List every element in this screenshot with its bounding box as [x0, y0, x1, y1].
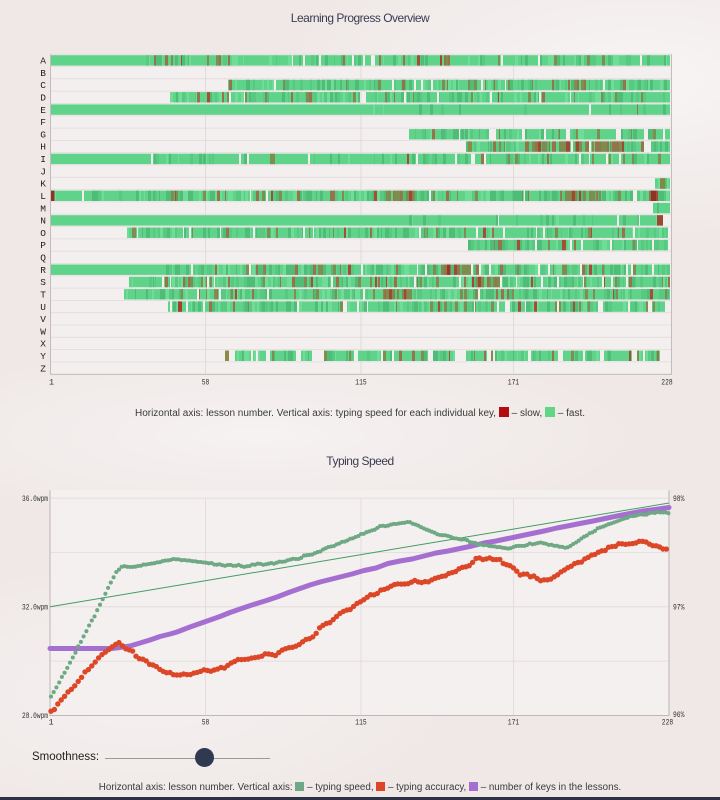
svg-text:115: 115	[355, 718, 366, 728]
svg-text:D: D	[40, 93, 46, 104]
svg-text:N: N	[40, 216, 46, 227]
svg-text:O: O	[40, 228, 46, 239]
svg-text:28.0wpm: 28.0wpm	[22, 711, 48, 721]
svg-text:36.0wpm: 36.0wpm	[22, 494, 48, 504]
svg-text:1: 1	[48, 718, 53, 728]
svg-text:32.0wpm: 32.0wpm	[22, 603, 48, 613]
svg-text:W: W	[40, 326, 46, 337]
svg-text:G: G	[40, 129, 46, 140]
svg-text:98%: 98%	[673, 494, 685, 504]
svg-text:U: U	[40, 302, 46, 313]
svg-text:171: 171	[508, 718, 519, 728]
svg-text:R: R	[40, 265, 46, 276]
svg-text:P: P	[40, 240, 46, 251]
svg-text:L: L	[40, 191, 46, 202]
svg-text:97%: 97%	[673, 603, 685, 613]
svg-text:S: S	[40, 277, 46, 288]
svg-text:58: 58	[202, 378, 210, 388]
svg-text:A: A	[40, 56, 46, 67]
svg-text:115: 115	[355, 378, 366, 388]
svg-text:X: X	[40, 339, 46, 350]
svg-text:H: H	[40, 142, 46, 153]
svg-text:K: K	[40, 179, 46, 190]
svg-text:V: V	[40, 314, 46, 325]
svg-text:1: 1	[49, 378, 54, 388]
svg-text:C: C	[40, 80, 46, 91]
svg-text:171: 171	[508, 378, 519, 388]
svg-text:E: E	[40, 105, 46, 116]
svg-text:Z: Z	[40, 363, 46, 374]
svg-text:M: M	[40, 203, 46, 214]
svg-text:96%: 96%	[673, 710, 685, 720]
svg-text:228: 228	[662, 718, 673, 728]
svg-text:Q: Q	[40, 253, 46, 264]
svg-text:J: J	[40, 166, 46, 177]
svg-text:B: B	[40, 68, 46, 79]
svg-text:228: 228	[661, 378, 672, 388]
svg-text:58: 58	[202, 718, 210, 728]
svg-text:F: F	[40, 117, 46, 128]
svg-text:I: I	[40, 154, 46, 165]
svg-text:Y: Y	[40, 351, 46, 362]
svg-text:T: T	[40, 289, 46, 300]
